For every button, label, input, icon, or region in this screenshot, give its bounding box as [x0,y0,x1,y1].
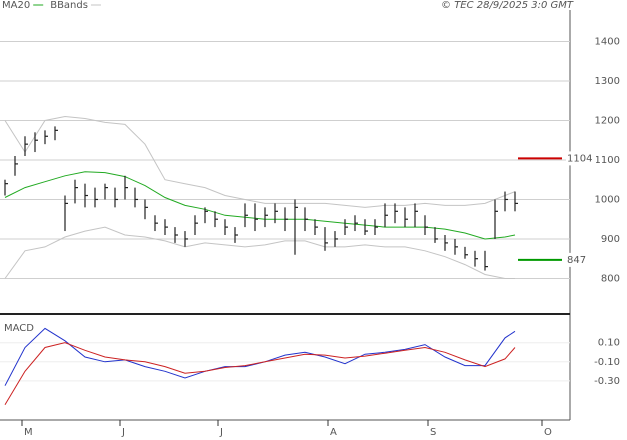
y-tick-label: 1000 [595,194,620,205]
level-label: 847 [567,255,586,266]
legend-label: BBands [50,0,88,11]
credit: © TEC 28/9/2025 3:0 GMT [441,0,574,11]
y-tick-label: 900 [601,234,620,245]
x-tick-label: J [219,427,223,438]
y-tick-label: 1100 [595,155,620,166]
y-tick-label: 800 [601,273,620,284]
y-tick-label: -0.30 [594,376,620,387]
y-tick-label: 1300 [595,76,620,87]
legend-label: MA20 [2,0,30,11]
macd-title: MACD [4,323,34,334]
y-tick-label: 1200 [595,115,620,126]
x-tick-label: S [430,427,436,438]
y-tick-label: 1400 [595,36,620,47]
level-label-bg [566,252,596,267]
level-label-bg [566,151,596,166]
y-tick-label: -0.10 [594,357,620,368]
indicator-line [4,115,516,208]
x-tick-label: O [544,427,552,438]
y-tick-label: 0.10 [598,338,620,349]
indicator-line [4,226,515,279]
x-tick-label: M [24,427,33,438]
x-tick-label: A [330,427,337,438]
x-tick-label: J [121,427,125,438]
level-label: 1104 [567,153,592,164]
macd-line [4,342,516,405]
